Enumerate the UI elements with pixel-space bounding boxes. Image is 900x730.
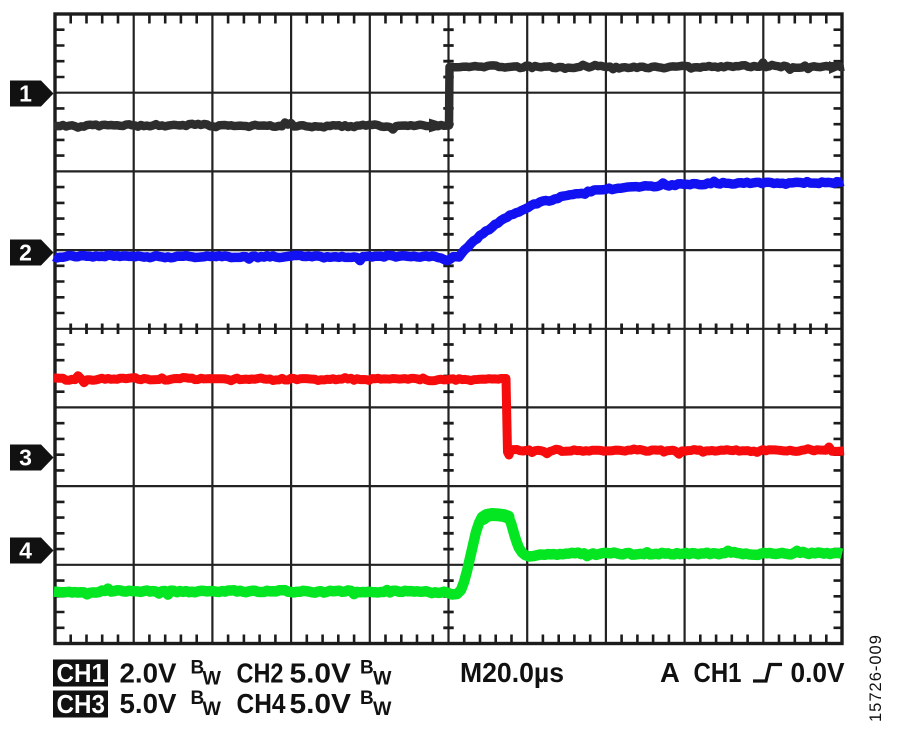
svg-text:B: B bbox=[191, 658, 205, 679]
svg-text:5.0V: 5.0V bbox=[290, 688, 352, 719]
svg-text:CH1: CH1 bbox=[57, 658, 106, 688]
svg-text:CH2: CH2 bbox=[237, 658, 284, 689]
svg-text:W: W bbox=[203, 698, 222, 720]
svg-text:M20.0µs: M20.0µs bbox=[460, 657, 564, 688]
svg-text:2.0V: 2.0V bbox=[120, 658, 178, 689]
svg-text:4: 4 bbox=[19, 538, 32, 564]
svg-text:B: B bbox=[360, 658, 374, 679]
svg-text:1: 1 bbox=[19, 81, 32, 107]
svg-text:CH4: CH4 bbox=[237, 688, 287, 719]
svg-text:5.0V: 5.0V bbox=[290, 658, 352, 689]
svg-text:3: 3 bbox=[19, 445, 32, 471]
svg-text:B: B bbox=[191, 688, 205, 709]
svg-text:2: 2 bbox=[19, 240, 32, 266]
svg-text:5.0V: 5.0V bbox=[120, 688, 178, 719]
svg-text:B: B bbox=[360, 688, 374, 709]
svg-text:A: A bbox=[660, 657, 680, 688]
svg-text:CH1: CH1 bbox=[694, 657, 742, 688]
svg-text:15726-009: 15726-009 bbox=[867, 634, 885, 722]
svg-text:W: W bbox=[373, 668, 392, 690]
svg-text:CH3: CH3 bbox=[57, 689, 106, 719]
svg-text:0.0V: 0.0V bbox=[791, 657, 846, 688]
svg-text:W: W bbox=[203, 668, 222, 690]
svg-text:W: W bbox=[373, 698, 392, 720]
